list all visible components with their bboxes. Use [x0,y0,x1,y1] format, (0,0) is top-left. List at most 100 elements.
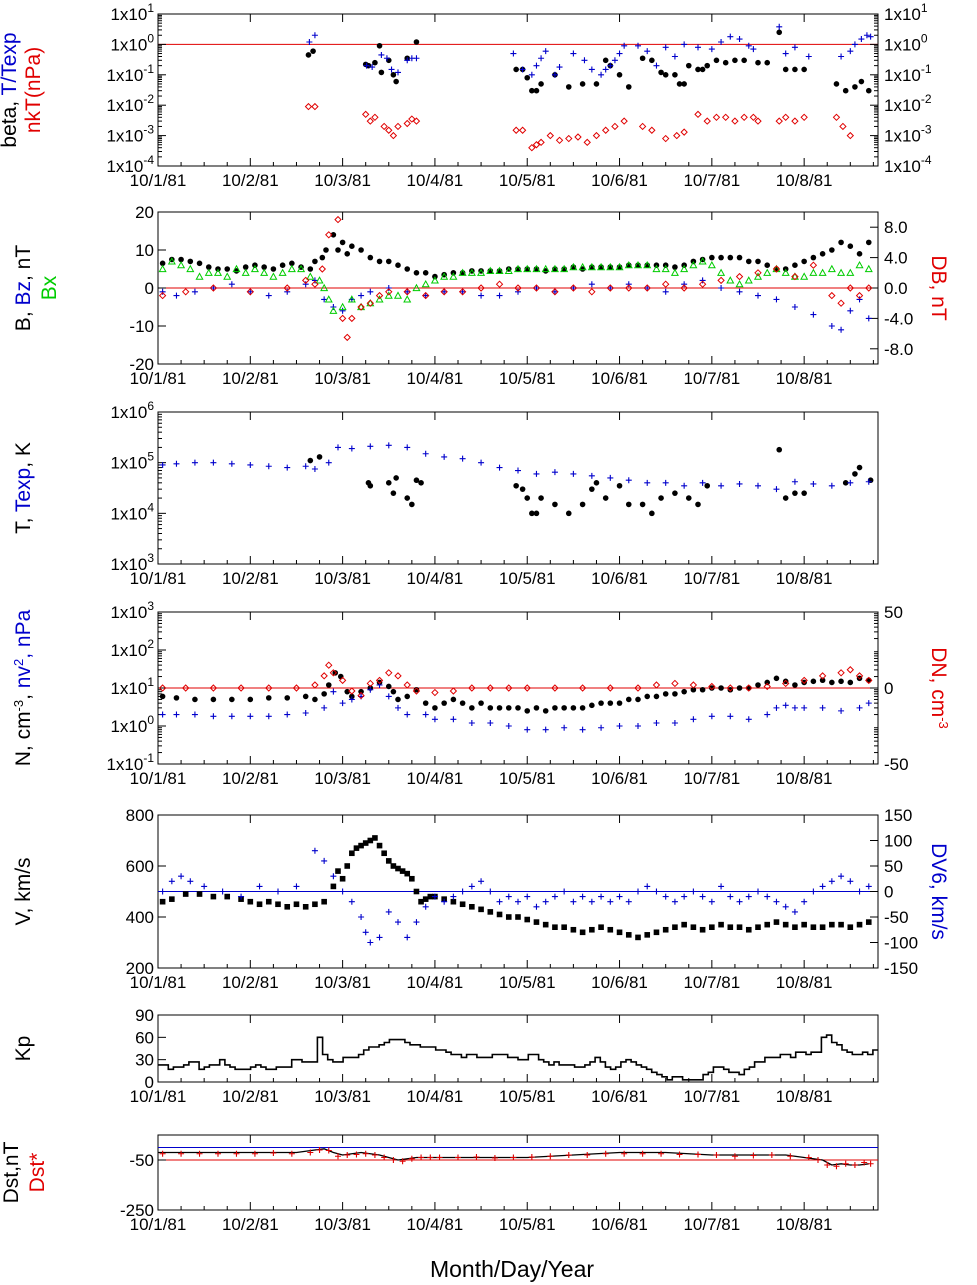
data-point [247,898,254,905]
data-point [625,898,632,905]
data-point [855,672,864,680]
data-point [863,32,870,39]
data-point [487,888,494,895]
data-point [196,1150,203,1157]
data-point [441,898,448,905]
data-point [376,258,383,265]
y-tick-label: -4.0 [884,309,913,328]
data-point [422,450,429,457]
data-point [695,1151,701,1158]
data-point [358,247,364,253]
data-point [754,269,762,277]
x-tick-label: 10/2/81 [222,769,279,788]
data-point [625,284,633,292]
data-point [643,260,652,269]
data-point [574,133,582,141]
data-point [159,693,166,700]
data-point [399,868,406,874]
data-point [395,696,401,703]
data-point [375,295,384,303]
data-point [238,893,245,900]
data-point [745,42,752,49]
data-point [842,480,849,486]
y-axis-label: B, Bz, nT [12,245,35,332]
y-tick-label: 1x10-1 [106,751,154,774]
series-DB [158,215,873,342]
data-point [422,711,429,718]
data-point [213,268,223,276]
data-point [533,903,540,910]
data-point [329,306,338,314]
data-point [533,470,540,477]
data-point [847,479,854,486]
data-point [395,262,401,269]
data-point [852,84,858,90]
data-point [690,716,697,723]
data-point [815,1157,821,1163]
data-point [607,898,614,905]
y-axis-label: Bx [38,275,61,300]
data-point [755,682,761,688]
data-point [781,679,790,688]
data-point [764,711,771,718]
data-point [191,711,198,718]
series-nv2 [159,681,872,733]
x-tick-label: 10/7/81 [683,569,740,588]
data-point [792,490,798,496]
data-point [824,1162,831,1168]
data-point [538,495,544,501]
data-point [523,264,532,273]
x-tick-label: 10/1/81 [130,171,187,190]
data-point [810,888,817,895]
data-point [744,276,753,284]
data-point [681,482,688,489]
data-point [233,1150,240,1157]
x-tick-label: 10/1/81 [130,569,187,588]
y-tick-label: 1x10-1 [884,62,932,85]
data-point [524,916,531,923]
data-point [800,113,808,122]
data-point [293,883,300,890]
data-point [828,323,835,329]
data-point [670,268,679,276]
data-point [827,264,836,273]
data-point [754,117,762,125]
data-point [210,893,217,900]
data-point [159,260,166,267]
data-point [496,898,503,905]
data-point [578,262,587,271]
y-tick-label: 1x103 [110,599,154,622]
data-point [750,1152,757,1159]
y-axis-label: Kp [12,1036,35,1062]
data-point [721,113,730,122]
data-point [837,268,846,276]
data-point [749,113,758,122]
y-tick-label: 1x101 [110,1,154,24]
data-point [856,296,863,303]
data-point [773,296,780,303]
data-point [633,260,643,269]
data-point [378,51,385,58]
y-axis-label: V, km/s [12,857,35,925]
data-point [653,719,660,726]
data-point [546,131,555,140]
data-point [533,87,540,94]
data-point [565,1152,572,1158]
data-point [755,924,761,930]
x-tick-label: 10/5/81 [499,369,556,388]
data-point [865,284,873,292]
data-point [570,898,577,905]
data-point [182,891,189,897]
x-tick-label: 10/6/81 [591,569,648,588]
series-DN [158,661,873,700]
data-point [159,888,166,895]
x-tick-label: 10/5/81 [499,973,556,992]
x-tick-label: 10/8/81 [776,973,833,992]
data-point [625,84,632,90]
data-point [312,901,318,908]
x-tick-label: 10/4/81 [407,171,464,190]
data-point [673,131,681,140]
data-point [755,482,761,489]
x-tick-label: 10/8/81 [776,171,833,190]
series-Dst* [159,1147,874,1170]
